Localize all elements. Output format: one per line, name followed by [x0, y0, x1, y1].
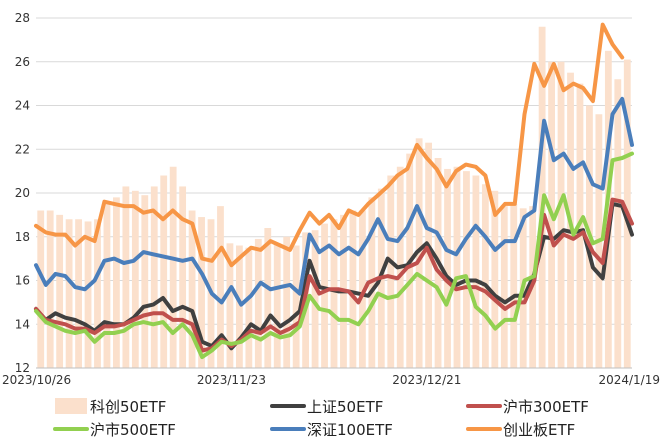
bar	[444, 168, 451, 368]
bar	[245, 247, 253, 368]
bar	[37, 210, 45, 368]
bar	[226, 243, 234, 368]
legend-label: 科创50ETF	[90, 398, 166, 416]
y-tick-label: 14	[15, 317, 30, 331]
bar	[122, 186, 130, 368]
series-line	[34, 22, 625, 268]
legend-swatch	[55, 398, 87, 414]
bar	[510, 203, 518, 368]
bar	[160, 175, 168, 368]
bar	[94, 219, 101, 368]
x-tick-label: 2023/12/21	[392, 373, 461, 387]
bar	[235, 245, 243, 368]
legend-label: 沪市300ETF	[503, 398, 589, 416]
bar	[415, 138, 423, 368]
bar	[321, 223, 328, 368]
bar	[330, 219, 338, 368]
bar	[65, 219, 73, 368]
y-tick-label: 20	[15, 186, 30, 200]
bar	[188, 210, 196, 368]
bar	[481, 184, 489, 368]
y-tick-label: 24	[15, 99, 30, 113]
bar	[557, 61, 565, 368]
bar	[453, 166, 461, 368]
bar	[472, 175, 480, 368]
legend-label: 深证100ETF	[307, 421, 393, 439]
bar	[141, 195, 149, 368]
x-tick-label: 2023/11/23	[197, 373, 266, 387]
bar	[254, 238, 262, 368]
legend-label: 创业板ETF	[503, 421, 575, 439]
bar	[500, 206, 508, 368]
series-line	[34, 96, 634, 307]
bar	[349, 210, 357, 368]
y-tick-label: 16	[15, 274, 30, 288]
bar	[113, 197, 120, 368]
series-line	[34, 151, 634, 360]
bar	[273, 243, 281, 368]
y-tick-label: 26	[15, 55, 30, 69]
bar	[75, 219, 82, 368]
y-tick-label: 22	[15, 142, 30, 156]
bar	[217, 206, 224, 368]
line-series-group	[34, 22, 634, 360]
bar	[46, 210, 54, 368]
bar	[311, 230, 319, 368]
y-tick-label: 18	[15, 230, 30, 244]
bar	[292, 245, 300, 368]
y-tick-label: 28	[15, 11, 30, 25]
bar	[614, 79, 622, 368]
series-line	[34, 197, 634, 353]
bar	[463, 171, 470, 368]
bar	[56, 214, 64, 368]
legend: 科创50ETF 上证50ETF 沪市300ETF 沪市500ETF 深证100ETF 创业…	[53, 398, 589, 439]
bar	[179, 186, 187, 368]
bar	[358, 210, 366, 368]
y-tick-label: 12	[15, 361, 30, 375]
legend-label: 上证50ETF	[307, 398, 383, 416]
bar	[264, 228, 272, 368]
bar	[283, 236, 291, 368]
bar	[169, 166, 177, 368]
bar	[198, 217, 205, 368]
legend-label: 沪市500ETF	[90, 421, 176, 439]
x-tick-label: 2024/1/19	[598, 373, 660, 387]
bar	[150, 186, 158, 368]
bar	[491, 190, 499, 368]
bar	[131, 190, 139, 368]
bar	[103, 203, 111, 368]
bar	[84, 221, 92, 368]
bar	[387, 175, 395, 368]
axes: 12 14 16 18 20 22 24 26 28 2023/10/26 2023/11/23 20…	[2, 11, 660, 387]
x-tick-label: 2023/10/26	[2, 373, 71, 387]
